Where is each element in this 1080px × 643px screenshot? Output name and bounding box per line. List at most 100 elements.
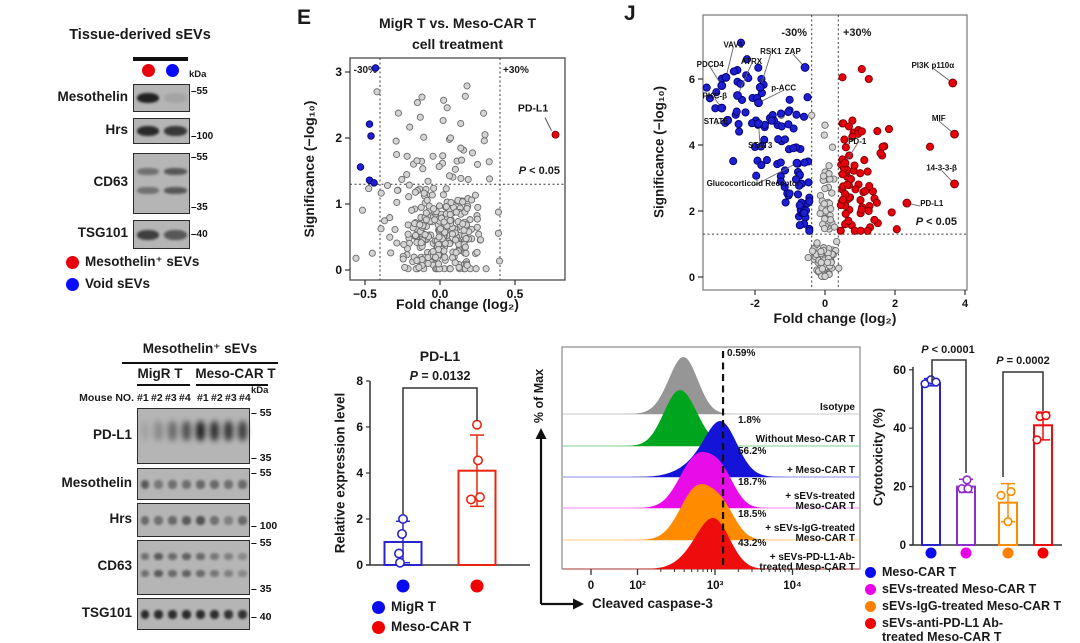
bar-series-0 — [383, 513, 423, 568]
mw-marker: – 55 — [251, 407, 272, 420]
mw-marker: – 40 — [251, 610, 272, 623]
svg-text:STAT3: STAT3 — [748, 141, 773, 150]
wb-band — [196, 515, 205, 525]
svg-text:2: 2 — [689, 206, 695, 218]
mouse-no-label: Mouse NO. — [79, 392, 134, 404]
legend-item: sEVs-treated Meso-CAR T — [865, 583, 1061, 596]
svg-text:4: 4 — [356, 466, 363, 480]
svg-text:0: 0 — [900, 540, 906, 552]
svg-text:PDCD4: PDCD4 — [697, 60, 725, 69]
blot-label: TSG101 — [77, 225, 128, 240]
cytotox-pvalue-1: P < 0.0001 — [898, 344, 998, 356]
bar-series-1 — [457, 419, 497, 567]
svg-text:0: 0 — [335, 263, 342, 277]
blot-box-PD-L1 — [137, 408, 250, 464]
wb-band — [154, 553, 164, 561]
lane-label: #3 — [225, 392, 237, 404]
wb-band — [164, 126, 187, 136]
threshold-lines — [703, 15, 967, 290]
wb-band — [136, 168, 159, 176]
svg-text:+ sEVs-PD-L1-Ab-: + sEVs-PD-L1-Ab- — [770, 552, 855, 563]
category-dot — [925, 547, 937, 559]
points-blue — [702, 38, 814, 235]
points-gray — [352, 82, 504, 273]
legend-dot — [865, 567, 876, 578]
mw-marker: – 55 — [251, 537, 272, 550]
svg-text:0.5: 0.5 — [507, 287, 524, 301]
legend-label: sEVs-IgG-treated Meso-CAR T — [882, 599, 1062, 614]
flow-curve-5 — [570, 518, 852, 569]
svg-text:0: 0 — [356, 558, 363, 572]
wb-band — [182, 609, 191, 619]
svg-text:ATRX: ATRX — [741, 57, 763, 66]
legend-dot — [865, 584, 876, 596]
cytotox-bar-chart: 0 20 40 60 — [893, 359, 1062, 559]
svg-text:10⁴: 10⁴ — [783, 580, 802, 592]
wb-band — [140, 515, 150, 525]
svg-text:Meso-CAR T: Meso-CAR T — [796, 501, 855, 512]
wb-band — [182, 570, 191, 578]
svg-text:43.2%: 43.2% — [738, 538, 766, 549]
mw-marker: – 35 — [251, 583, 272, 596]
panel-e-pos-threshold-label: +30% — [503, 65, 529, 76]
svg-text:ZAP: ZAP — [785, 47, 802, 56]
wb-band — [154, 515, 164, 525]
blot-box-Mesothelin — [133, 84, 190, 112]
svg-text:PD-1: PD-1 — [848, 137, 867, 146]
svg-text:14-3-3-β: 14-3-3-β — [926, 163, 957, 172]
mw-marker: – 55 — [251, 467, 272, 480]
svg-text:PD-L1: PD-L1 — [920, 199, 944, 208]
blot-box-TSG101 — [133, 220, 190, 249]
bar-series-0 — [920, 375, 941, 546]
panel-letter-j: J — [624, 2, 636, 25]
mw-marker: –100 — [191, 130, 214, 142]
legend-label: sEVs-anti-PD-L1 Ab- — [882, 616, 1004, 631]
flow-histogram-panel: 0.59% Isotype 1.8% Without Meso-CAR T56.2% +… — [535, 346, 861, 610]
p-rest: = 0.0132 — [417, 369, 471, 383]
panel-e-pvalue-label: P < 0.05 — [460, 165, 560, 177]
wb-band — [154, 479, 164, 489]
mw-marker: –55 — [191, 151, 208, 163]
significance-brackets — [402, 387, 478, 514]
wb-band — [223, 515, 233, 525]
blot-label: CD63 — [93, 174, 128, 189]
wb-band — [140, 420, 150, 441]
svg-text:2: 2 — [356, 512, 363, 526]
svg-text:10²: 10² — [629, 580, 646, 592]
wb-band — [223, 420, 233, 441]
wb-band — [168, 553, 178, 561]
svg-text:2: 2 — [335, 131, 342, 145]
cytotox-legend: Meso-CAR T sEVs-treated Meso-CAR T sEVs-… — [865, 565, 1062, 643]
points-red — [551, 130, 560, 139]
svg-text:1: 1 — [335, 197, 342, 211]
svg-text:PD-L1: PD-L1 — [518, 103, 548, 115]
wb-band — [168, 570, 178, 578]
wb-band — [164, 93, 187, 103]
panel-j-pos-threshold-label: +30% — [843, 27, 872, 39]
wb-band — [237, 479, 247, 489]
panel-e-xlabel: Fold change (log₂) — [396, 296, 519, 312]
points-red — [836, 65, 935, 235]
svg-text:-2: -2 — [750, 298, 760, 310]
svg-text:4: 4 — [962, 298, 969, 310]
lane-label: #2 — [211, 392, 223, 404]
lane-label: #2 — [151, 392, 163, 404]
wb-bottom-title: Mesothelin⁺ sEVs — [142, 341, 258, 356]
svg-text:1.8%: 1.8% — [738, 415, 761, 426]
wb-band — [164, 229, 187, 240]
lane-label: #3 — [165, 392, 177, 404]
svg-text:18.7%: 18.7% — [738, 477, 766, 488]
legend-dot — [865, 618, 876, 630]
category-dot — [396, 579, 410, 593]
svg-text:+ sEVs-IgG-treated: + sEVs-IgG-treated — [765, 523, 855, 534]
wb-band — [168, 479, 178, 489]
cytotox-pvalue-2: P = 0.0002 — [973, 355, 1073, 367]
svg-text:0: 0 — [689, 272, 695, 284]
p-italic: P — [518, 165, 527, 177]
mw-marker: – 35 — [251, 451, 272, 464]
svg-text:2: 2 — [892, 298, 898, 310]
p-rest: < 0.0001 — [928, 344, 975, 356]
blot-box-Hrs — [133, 118, 190, 144]
wb-band — [209, 609, 219, 619]
